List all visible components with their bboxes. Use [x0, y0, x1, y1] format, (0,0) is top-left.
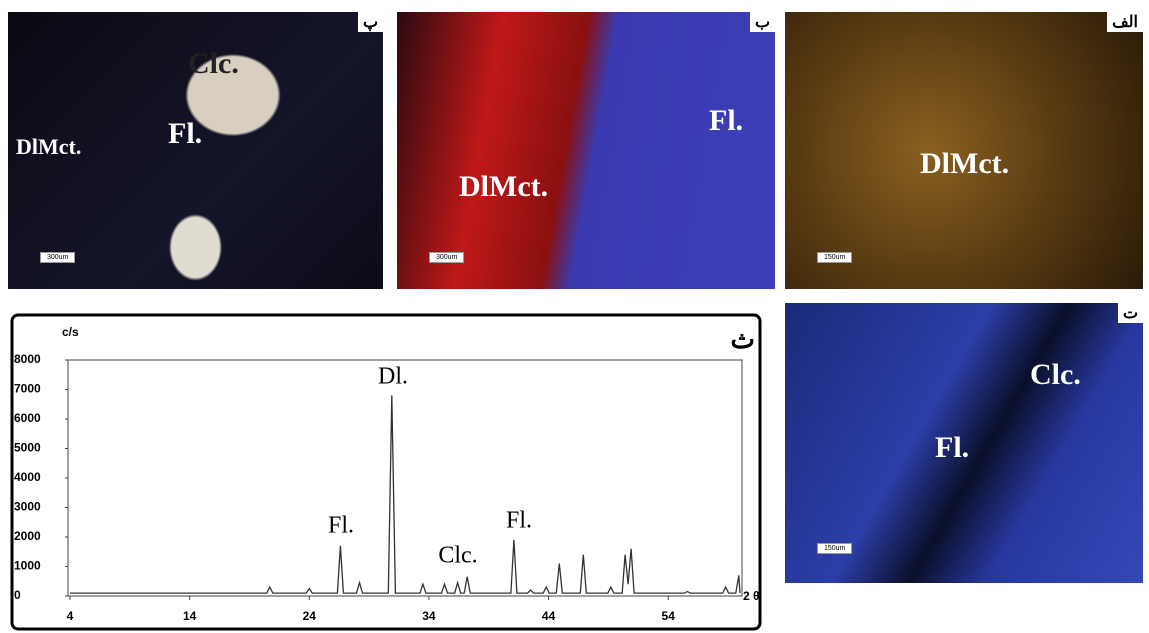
- x-tick-label: 24: [303, 609, 317, 623]
- y-tick-label: 2000: [14, 529, 41, 543]
- label: Fl.: [709, 104, 743, 138]
- panel-letter: پ: [358, 12, 383, 32]
- label: Clc.: [1030, 358, 1081, 392]
- x-tick-label: 34: [422, 609, 436, 623]
- label: Fl.: [168, 117, 202, 151]
- x-tick-label: 44: [542, 609, 556, 623]
- y-tick-label: 3000: [14, 500, 41, 514]
- x-tick-label: 4: [67, 609, 74, 623]
- chart: c/s ث 2 θ 0 1000 2000 3000 4000 5000 6000 7000 8…: [10, 313, 762, 631]
- micrograph: ت Clc. Fl. 150um: [785, 303, 1143, 583]
- label: DlMct.: [920, 147, 1009, 181]
- panel-letter: ث: [731, 324, 755, 354]
- peak-annotation: Fl.: [328, 513, 354, 539]
- micrograph: پ Clc. Fl. DlMct. 300um: [8, 12, 383, 289]
- y-tick-label: 6000: [14, 411, 41, 425]
- x-tick-label: 14: [183, 609, 197, 623]
- micrograph: الف DlMct. 150um: [785, 12, 1143, 289]
- y-tick-label: 1000: [14, 559, 41, 573]
- y-tick-label: 4000: [14, 470, 41, 484]
- panel-letter: ب: [750, 12, 775, 32]
- scale-bar: 300um: [429, 252, 464, 263]
- panel-letter: الف: [1107, 12, 1143, 32]
- panel-letter: ت: [1118, 303, 1143, 323]
- y-label: c/s: [62, 325, 79, 339]
- label: Clc.: [188, 47, 239, 81]
- label: DlMct.: [459, 170, 548, 204]
- x-tick-label: 54: [662, 609, 676, 623]
- y-tick-label: 7000: [14, 382, 41, 396]
- label: DlMct.: [16, 134, 81, 160]
- x-label: 2 θ: [743, 589, 760, 603]
- micrograph: ب DlMct. Fl. 300um: [397, 12, 775, 289]
- scale-bar: 150um: [817, 252, 852, 263]
- chart-frame: [12, 315, 760, 629]
- y-tick-label: 5000: [14, 441, 41, 455]
- scale-bar: 150um: [817, 543, 852, 554]
- peak-annotation: Fl.: [506, 508, 532, 534]
- y-tick-label: 0: [14, 588, 21, 602]
- page: پ Clc. Fl. DlMct. 300um ب DlMct. Fl. 300…: [0, 0, 1149, 633]
- y-tick-label: 8000: [14, 352, 41, 366]
- scale-bar: 300um: [40, 252, 75, 263]
- label: Fl.: [935, 431, 969, 465]
- peak-annotation: Clc.: [438, 543, 477, 569]
- peak-annotation: Dl.: [378, 364, 408, 390]
